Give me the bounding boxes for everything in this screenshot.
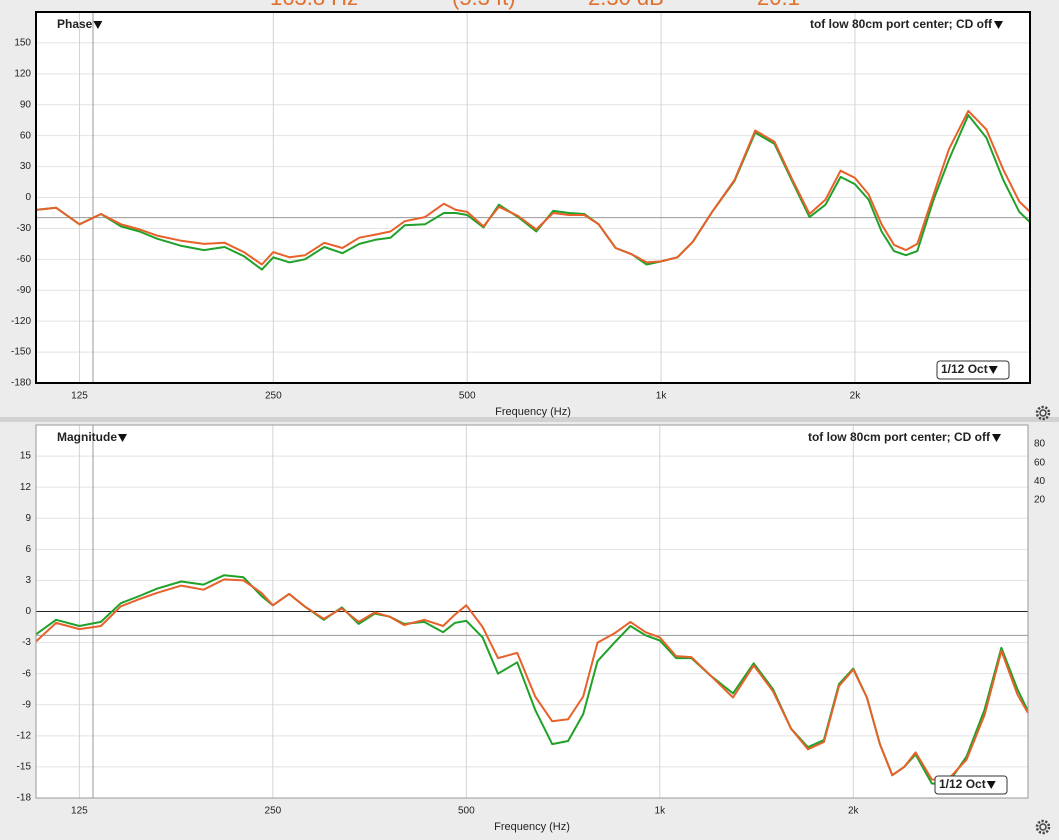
chart-title[interactable]: Magnitude <box>57 430 117 444</box>
dropdown-arrow <box>118 434 127 442</box>
y2-tick-label: 60 <box>1034 457 1046 468</box>
smoothing-label[interactable]: 1/12 Oct <box>939 777 986 791</box>
readout-frequency: 163.8 Hz <box>270 0 358 10</box>
y-tick-label: 90 <box>20 99 32 110</box>
y-tick-label: -90 <box>17 285 32 296</box>
x-axis-label: Frequency (Hz) <box>494 821 570 833</box>
gear-hub <box>1039 409 1047 417</box>
dropdown-arrow <box>93 21 103 29</box>
y-tick-label: -12 <box>17 730 32 741</box>
y-tick-label: 30 <box>20 161 32 172</box>
y-tick-label: 12 <box>20 482 32 493</box>
y-tick-label: -15 <box>17 762 32 773</box>
curve-selector[interactable]: tof low 80cm port center; CD off <box>810 17 993 31</box>
y-tick-label: 6 <box>25 544 31 555</box>
y-tick-label: 150 <box>14 38 31 49</box>
y-tick-label: 3 <box>25 575 31 586</box>
readout-distance: (5.3 ft) <box>452 0 516 10</box>
response-curve <box>35 578 1029 782</box>
chart-panel: 150 120 90 60 30 0 -30 -60 -90 -120 -150 -180 125 250… <box>11 11 1031 418</box>
response-curve <box>35 114 1031 271</box>
settings-icon[interactable] <box>1035 819 1051 835</box>
x-tick-label: 250 <box>265 806 282 817</box>
response-curve <box>35 109 1031 266</box>
x-tick-label: 1k <box>656 391 668 402</box>
y-tick-label: -3 <box>22 637 31 648</box>
y-tick-label: -30 <box>17 223 32 234</box>
dropdown-arrow <box>994 21 1003 29</box>
plot-border <box>35 424 1029 799</box>
y2-tick-label: 20 <box>1034 495 1046 506</box>
gear-hub <box>1039 823 1047 831</box>
y2-tick-label: 40 <box>1034 476 1046 487</box>
y-tick-label: 60 <box>20 130 32 141</box>
smoothing-button[interactable] <box>934 775 1008 795</box>
dropdown-arrow <box>988 366 998 374</box>
x-tick-label: 125 <box>71 806 88 817</box>
x-tick-label: 250 <box>265 391 282 402</box>
gear-teeth <box>1035 819 1051 835</box>
dropdown-arrow <box>986 781 996 789</box>
y-tick-label: -60 <box>17 254 32 265</box>
readout-level: 2.30 dB <box>588 0 664 10</box>
panel-separator <box>0 417 1059 422</box>
y-tick-label: -180 <box>11 378 31 389</box>
y-tick-label: 0 <box>25 192 31 203</box>
x-tick-label: 125 <box>71 391 88 402</box>
y-tick-label: -6 <box>22 668 31 679</box>
chart-panel: 15 12 9 6 3 0 -3 -6 -9 -12 -15 -18 125 250 500 1k 2k 80 60… <box>17 424 1046 833</box>
x-tick-label: 500 <box>459 391 476 402</box>
y-tick-label: 9 <box>25 513 31 524</box>
y2-tick-label: 80 <box>1034 439 1046 450</box>
x-tick-label: 2k <box>848 806 860 817</box>
x-tick-label: 1k <box>655 806 667 817</box>
dropdown-arrow <box>992 434 1001 442</box>
settings-icon[interactable] <box>1035 405 1051 421</box>
chart-title[interactable]: Phase <box>57 17 93 31</box>
gear-teeth <box>1035 405 1051 421</box>
y-tick-label: -9 <box>22 699 31 710</box>
smoothing-label[interactable]: 1/12 Oct <box>941 362 988 376</box>
readout-extra: 20.1 <box>757 0 800 10</box>
y-tick-label: -120 <box>11 316 31 327</box>
x-tick-label: 2k <box>850 391 862 402</box>
x-axis-label: Frequency (Hz) <box>495 406 571 418</box>
y-tick-label: 120 <box>14 68 31 79</box>
x-tick-label: 500 <box>458 806 475 817</box>
curve-selector[interactable]: tof low 80cm port center; CD off <box>808 430 991 444</box>
y-tick-label: 15 <box>20 451 32 462</box>
y-tick-label: -18 <box>17 793 32 804</box>
y-tick-label: -150 <box>11 347 31 358</box>
smoothing-button[interactable] <box>936 360 1010 380</box>
plot-border <box>35 11 1031 384</box>
y-tick-label: 0 <box>25 606 31 617</box>
